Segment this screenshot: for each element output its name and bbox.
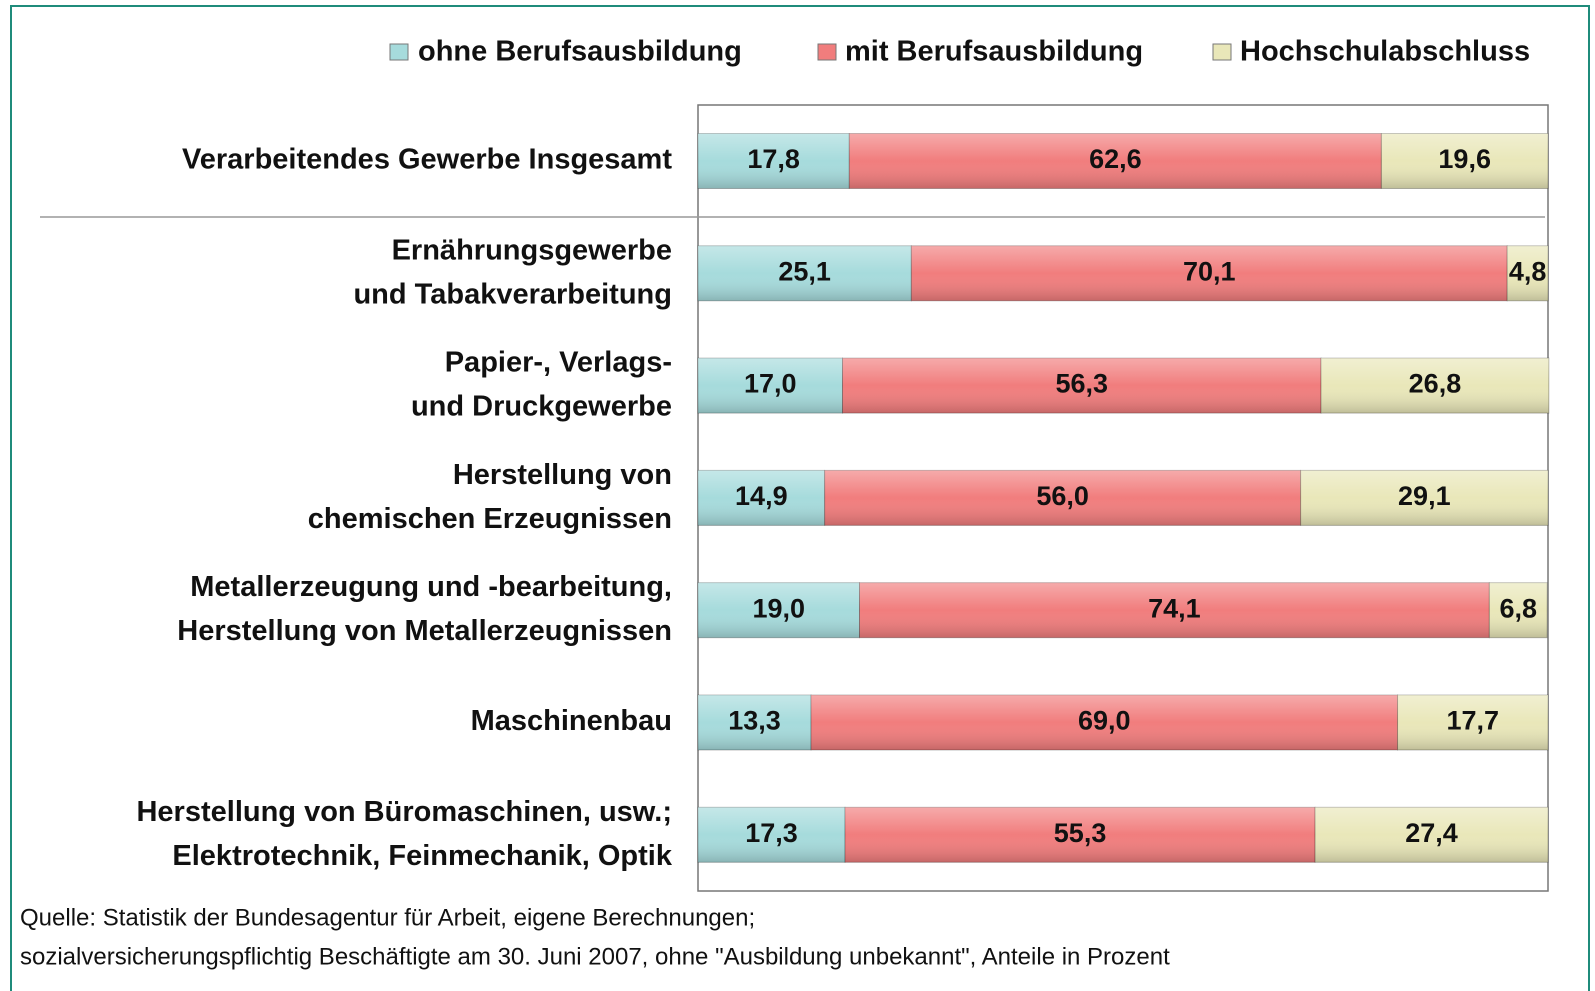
legend-label: ohne Berufsausbildung — [418, 36, 742, 68]
bar-shade — [859, 582, 1490, 638]
value-label: 17,7 — [1446, 706, 1499, 736]
legend-swatch — [389, 43, 409, 61]
bar-shade — [1397, 695, 1548, 750]
value-label: 69,0 — [1078, 706, 1131, 736]
bar-shade — [698, 582, 860, 638]
bar-shade — [845, 807, 1316, 863]
legend-label: Hochschulabschluss — [1240, 36, 1530, 68]
category-label: Herstellung von chemischen Erzeugnissen — [308, 459, 672, 535]
value-label: 26,8 — [1409, 369, 1462, 399]
value-label: 19,6 — [1438, 144, 1491, 174]
value-label: 62,6 — [1089, 144, 1142, 174]
value-label: 17,0 — [744, 369, 797, 399]
category-label: Verarbeitendes Gewerbe Insgesamt — [182, 144, 672, 176]
category-label: Metallerzeugung und -bearbeitung, Herstel… — [177, 571, 672, 647]
bar-shade — [698, 245, 912, 301]
bar-shade — [1321, 358, 1549, 414]
source-note: sozialversicherungspflichtig Beschäftigt… — [20, 943, 1170, 970]
value-label: 14,9 — [735, 481, 788, 511]
value-label: 56,3 — [1055, 369, 1108, 399]
bar-shade — [1507, 245, 1548, 301]
value-label: 4,8 — [1509, 256, 1547, 286]
bar-shade — [842, 358, 1322, 414]
value-label: 56,0 — [1036, 481, 1089, 511]
category-label: Herstellung von Büromaschinen, usw.; Elek… — [136, 795, 672, 871]
bar-shade — [1489, 582, 1548, 638]
bar-shade — [698, 358, 843, 414]
bar-shade — [824, 470, 1301, 526]
bar-shade — [698, 807, 846, 863]
source-note: Quelle: Statistik der Bundesagentur für … — [20, 904, 755, 931]
value-label: 27,4 — [1405, 818, 1458, 848]
bar-shade — [1381, 133, 1548, 189]
value-label: 70,1 — [1183, 256, 1236, 286]
bar-shade — [698, 695, 812, 750]
legend-swatch — [817, 43, 837, 61]
bar-shade — [811, 695, 1398, 750]
bar-shade — [911, 245, 1508, 301]
value-label: 29,1 — [1398, 481, 1451, 511]
bar-shade — [698, 470, 825, 526]
bar-shade — [1315, 807, 1548, 863]
bar-shade — [1300, 470, 1548, 526]
category-label: Ernährungsgewerbe und Tabakverarbeitung — [353, 234, 672, 310]
bar-shade — [698, 133, 850, 189]
value-label: 19,0 — [752, 593, 805, 623]
frame — [10, 5, 1590, 991]
value-label: 6,8 — [1499, 593, 1537, 623]
value-label: 55,3 — [1054, 818, 1107, 848]
value-label: 17,3 — [745, 818, 798, 848]
legend-swatch — [1212, 43, 1232, 61]
category-label: Papier-, Verlags-und Druckgewerbe — [411, 346, 672, 422]
value-label: 17,8 — [747, 144, 800, 174]
value-label: 25,1 — [778, 256, 831, 286]
bar-shade — [849, 133, 1382, 189]
value-label: 13,3 — [728, 706, 781, 736]
legend-label: mit Berufsausbildung — [845, 36, 1143, 68]
category-label: Maschinenbau — [471, 705, 672, 737]
value-label: 74,1 — [1148, 593, 1201, 623]
